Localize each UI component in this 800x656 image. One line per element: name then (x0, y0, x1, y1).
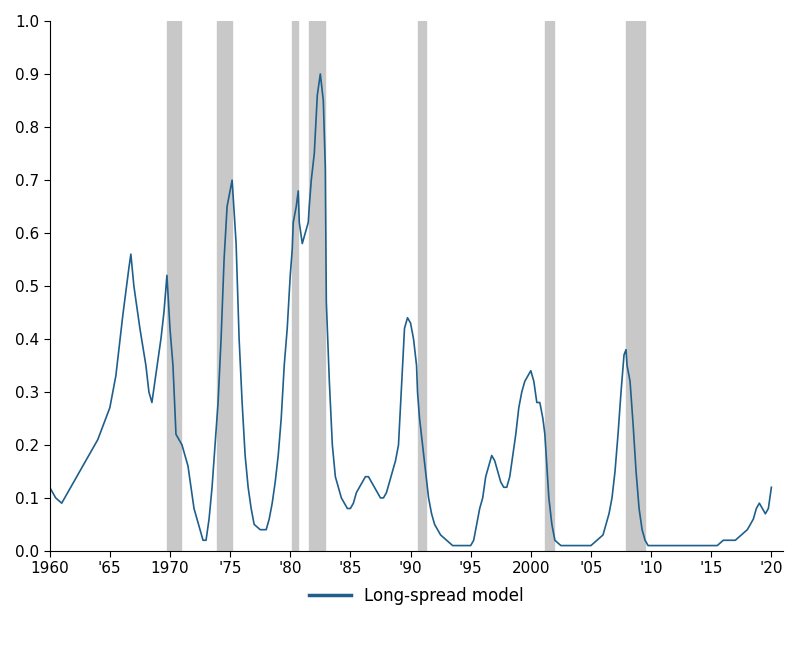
Bar (626, 21, 645, 551)
Bar (167, 21, 181, 551)
Bar (292, 21, 298, 551)
Bar (310, 21, 326, 551)
Legend: Long-spread model: Long-spread model (302, 580, 530, 611)
Bar (217, 21, 232, 551)
Bar (418, 21, 426, 551)
Bar (545, 21, 554, 551)
